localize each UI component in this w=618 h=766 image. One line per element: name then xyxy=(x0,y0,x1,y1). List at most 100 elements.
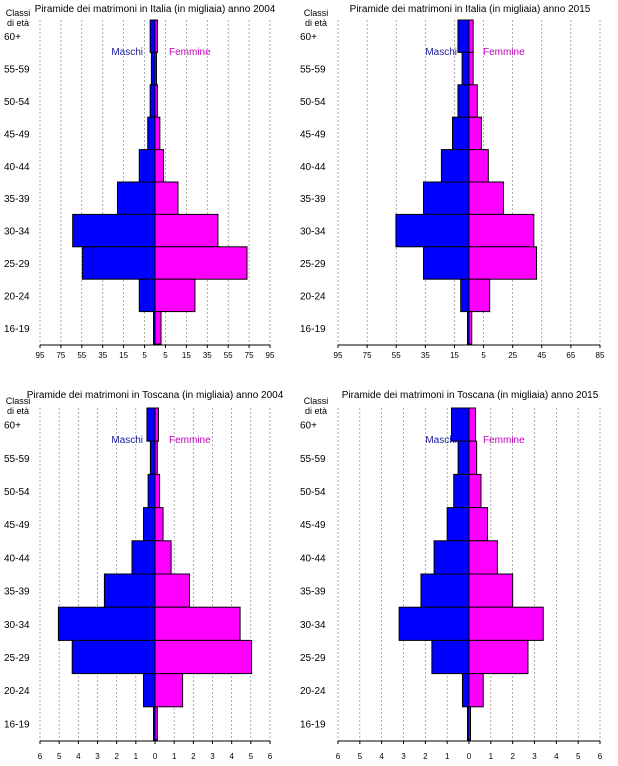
chart-4-title: Piramide dei matrimoni in Toscana (in mi… xyxy=(342,390,599,401)
chart-4-age-label: 35-39 xyxy=(300,587,326,598)
chart-2-tick-label: 15 xyxy=(450,351,459,360)
chart-4-female-bar xyxy=(468,407,477,442)
chart-3-tick-label: 1 xyxy=(134,752,139,761)
chart-4-tick-label: 0 xyxy=(467,752,472,761)
chart-4-age-label: 40-44 xyxy=(300,553,326,564)
chart-3-female-bar xyxy=(154,473,161,509)
chart-2-age-label: 25-29 xyxy=(300,259,326,270)
chart-4-male-bar xyxy=(453,473,470,509)
chart-4-female-bar xyxy=(468,507,489,542)
chart-3-female-bar xyxy=(154,673,184,708)
chart-1-age-label: 55-59 xyxy=(4,65,30,76)
chart-3-tick-label: 4 xyxy=(229,752,234,761)
chart-1-age-label: 30-34 xyxy=(4,227,30,238)
chart-2-male-bar xyxy=(457,84,470,118)
chart-2-tick-label: 95 xyxy=(334,351,343,360)
chart-1-male-bar xyxy=(138,278,156,313)
chart-3-female-bar xyxy=(154,540,172,575)
chart-1-male-bar xyxy=(72,213,156,248)
chart-2-female-bar xyxy=(468,278,491,313)
chart-4-male-bar xyxy=(431,639,470,675)
chart-1-female-bar xyxy=(154,181,179,215)
chart-4-male-bar xyxy=(457,440,470,475)
chart-2-class-label-2: di età xyxy=(305,18,327,28)
chart-2-female-bar xyxy=(468,311,473,345)
chart-4-tick-label: 6 xyxy=(336,752,341,761)
chart-4-female-bar xyxy=(468,540,498,575)
chart-2-age-label: 40-44 xyxy=(300,162,326,173)
chart-3-male-bar xyxy=(71,639,156,675)
chart-3-male-label: Maschi xyxy=(111,435,143,446)
chart-2-female-bar xyxy=(468,51,474,86)
chart-4-tick-label: 3 xyxy=(401,752,406,761)
chart-1-female-bar xyxy=(154,278,196,313)
chart-3-male-bar xyxy=(143,507,156,542)
chart-1-tick-label: 95 xyxy=(36,351,45,360)
chart-1-female-bar xyxy=(154,149,164,183)
chart-1-male-label: Maschi xyxy=(111,47,143,58)
chart-2-male-bar xyxy=(457,19,470,53)
chart-3-female-bar xyxy=(154,706,158,741)
chart-4-class-label-1: Classi xyxy=(304,396,329,406)
chart-3-male-bar xyxy=(143,673,156,708)
chart-3-class-label-2: di età xyxy=(7,406,29,416)
chart-3-tick-label: 6 xyxy=(38,752,43,761)
chart-2-tick-label: 65 xyxy=(566,351,575,360)
chart-2-male-bar xyxy=(460,278,470,313)
chart-2-tick-label: 75 xyxy=(363,351,372,360)
chart-1-tick-label: 75 xyxy=(245,351,254,360)
chart-4-male-bar xyxy=(461,673,470,708)
chart-1-class-label-1: Classi xyxy=(6,8,31,18)
chart-4-female-bar xyxy=(468,606,544,641)
chart-3-tick-label: 2 xyxy=(191,752,196,761)
chart-4-male-bar xyxy=(420,573,470,608)
chart-2-age-label: 30-34 xyxy=(300,227,326,238)
chart-2-female-bar xyxy=(468,149,489,183)
chart-4-male-bar xyxy=(433,540,470,575)
chart-2-female-bar xyxy=(468,19,474,53)
chart-2-male-bar xyxy=(422,181,470,215)
chart-3-age-label: 35-39 xyxy=(4,587,30,598)
chart-1-female-bar xyxy=(154,311,162,345)
chart-1-female-label: Femmine xyxy=(169,47,211,58)
chart-4-female-bar xyxy=(468,673,484,708)
chart-2-age-label: 35-39 xyxy=(300,194,326,205)
chart-4-age-label: 50-54 xyxy=(300,487,326,498)
chart-4-age-label: 30-34 xyxy=(300,620,326,631)
chart-3-female-bar xyxy=(154,440,158,475)
chart-4-female-bar xyxy=(468,473,482,509)
chart-2-male-bar xyxy=(440,149,470,183)
chart-1-age-label: 16-19 xyxy=(4,324,30,335)
chart-1-class-label-2: di età xyxy=(7,18,29,28)
chart-3-age-label: 55-59 xyxy=(4,454,30,465)
chart-2-male-bar xyxy=(395,213,470,248)
chart-2-male-bar xyxy=(451,116,470,151)
chart-1-tick-label: 5 xyxy=(142,351,147,360)
chart-4-tick-label: 5 xyxy=(576,752,581,761)
chart-3-class-label-1: Classi xyxy=(6,396,31,406)
chart-1-tick-label: 55 xyxy=(77,351,86,360)
chart-3-female-bar xyxy=(154,639,253,675)
chart-1-age-label: 35-39 xyxy=(4,194,30,205)
chart-3-age-label: 50-54 xyxy=(4,487,30,498)
chart-3-title: Piramide dei matrimoni in Toscana (in mi… xyxy=(27,390,284,401)
chart-4-male-bar xyxy=(398,606,470,641)
chart-2-title: Piramide dei matrimoni in Italia (in mig… xyxy=(350,4,591,15)
chart-1-female-bar xyxy=(154,246,248,280)
chart-3-tick-label: 4 xyxy=(76,752,81,761)
chart-2-age-label: 60+ xyxy=(300,32,317,43)
chart-3-age-label: 25-29 xyxy=(4,653,30,664)
chart-1-title: Piramide dei matrimoni in Italia (in mig… xyxy=(35,4,276,15)
chart-3-male-bar xyxy=(149,440,156,475)
chart-2-age-label: 50-54 xyxy=(300,97,326,108)
chart-1-age-label: 40-44 xyxy=(4,162,30,173)
chart-2-male-bar xyxy=(422,246,470,280)
chart-1-male-bar xyxy=(81,246,156,280)
chart-3-male-bar xyxy=(147,473,156,509)
chart-4-female-bar xyxy=(468,573,514,608)
chart-3-tick-label: 3 xyxy=(210,752,215,761)
chart-1-tick-label: 35 xyxy=(98,351,107,360)
chart-4-age-label: 20-24 xyxy=(300,686,326,697)
chart-2-age-label: 16-19 xyxy=(300,324,326,335)
